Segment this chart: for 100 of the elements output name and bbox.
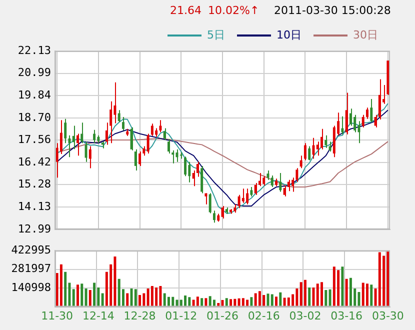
bar [312,288,315,307]
candlestick [64,118,67,144]
bar [225,298,228,307]
candlestick [283,184,286,197]
bar [349,278,352,307]
candlestick [150,123,154,136]
bar [114,256,116,307]
bar [142,293,146,307]
candlestick [134,148,137,171]
candlestick [212,210,216,224]
candlestick [76,133,79,156]
candlestick [200,165,204,194]
candlestick [84,141,88,162]
bar [84,288,88,307]
candlestick [246,188,249,205]
y-tick-label: 18.70 [18,110,51,124]
y-tick-label: 422995 [11,243,51,256]
bar [80,284,84,307]
bar [378,252,381,307]
x-tick-label: 11-30 [41,309,74,322]
candlestick [68,134,71,158]
bar [328,289,332,307]
bar [208,296,212,307]
y-tick-label: 20.99 [18,66,51,80]
bar [167,296,170,307]
candlestick [345,92,348,135]
y-tick-label: 140998 [11,280,51,294]
candlestick [122,116,124,131]
y-tick-label: 17.56 [18,133,51,146]
bar [101,293,104,307]
y-tick-label: 22.13 [18,44,51,57]
y-tick-label: 281997 [11,262,51,276]
bar [200,298,204,307]
legend-label: 5日 [207,28,226,42]
x-tick-label: 03-16 [330,309,363,322]
candlestick [184,156,187,177]
bar [362,282,364,307]
x-tick-label: 03-30 [372,309,404,322]
bar [382,256,386,307]
bar [287,298,290,307]
bar [386,250,390,307]
y-tick-label: 19.84 [18,88,52,102]
bar [345,278,348,307]
candlestick [370,98,373,123]
x-tick-label: 02-16 [248,309,280,322]
y-tick-label: 16.42 [18,155,51,168]
candlestick [308,146,311,161]
bar [320,282,323,307]
candlestick [324,134,328,148]
text: 10.02%↑ [208,4,260,17]
legend-label: 30日 [353,28,378,42]
bar [258,291,261,307]
bar [159,286,162,307]
bar [126,293,129,307]
y-tick-label: 12.99 [18,222,51,236]
candlestick [366,107,368,120]
text: 2011-03-30 15:00:28 [274,4,391,17]
y-tick-label: 15.28 [18,178,51,191]
bar [150,286,154,307]
bar [254,293,257,307]
bar [230,299,232,307]
bar [370,284,373,307]
candlestick [72,125,75,150]
candlestick [238,194,240,209]
bar [324,290,328,307]
candlestick [316,141,319,156]
candlestick [80,122,84,144]
candlestick [146,133,150,154]
bar [337,270,340,307]
bar [316,284,319,307]
bar [188,297,191,307]
bar [238,298,240,307]
bar [146,288,150,307]
candlestick [88,146,92,169]
bar [134,289,137,307]
candlestick [328,141,332,152]
bar [76,284,79,307]
bar [366,284,368,307]
bar [155,288,158,307]
bar [72,289,75,307]
candlestick [349,108,352,126]
candlestick [167,138,170,154]
candlestick [254,182,257,196]
x-tick-label: 01-26 [206,309,238,322]
bar [64,272,67,307]
candlestick [300,155,302,169]
candlestick [208,192,212,214]
legend-label: 10日 [276,28,302,42]
candlestick [279,172,282,192]
bar [304,280,306,307]
bar [204,298,208,307]
bar [163,293,166,307]
candlestick [163,128,166,141]
bar [130,288,133,307]
candlestick [130,126,133,151]
bar [275,296,278,307]
candlestick [188,161,191,183]
bar [88,290,92,307]
bar [300,282,302,307]
x-tick-label: 01-12 [165,309,198,322]
